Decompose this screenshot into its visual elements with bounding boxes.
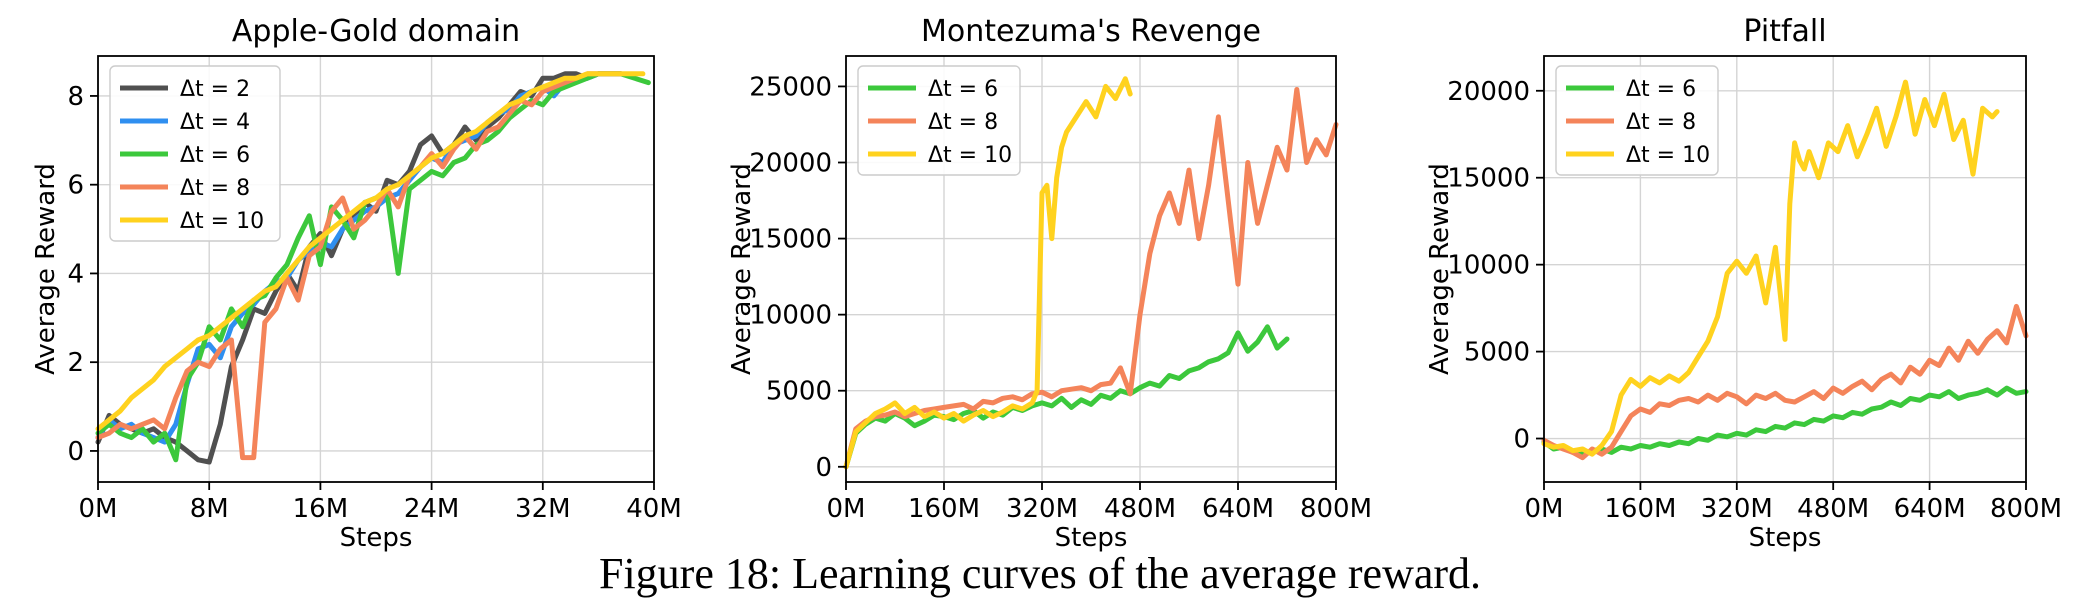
y-tick-label: 15000: [1447, 164, 1530, 194]
y-tick-label: 2: [67, 348, 84, 378]
y-tick-label: 15000: [749, 225, 832, 255]
x-axis-label: Steps: [1749, 523, 1822, 553]
legend-box: [857, 65, 1021, 176]
series-line-1: [1541, 385, 2029, 457]
legend-label: Δt = 10: [1626, 143, 1710, 168]
legend-box: [1555, 65, 1719, 176]
y-axis-label: Average Reward: [1425, 163, 1455, 375]
series-line-3: [843, 76, 1133, 470]
x-tick-label: 320M: [1701, 494, 1773, 524]
x-tick-label: 480M: [1797, 494, 1869, 524]
legend-label: Δt = 10: [928, 143, 1012, 168]
y-axis-label: Average Reward: [31, 163, 61, 375]
y-tick-label: 0: [1513, 425, 1530, 455]
y-tick-label: 20000: [1447, 77, 1530, 107]
x-tick-label: 0M: [827, 494, 866, 524]
y-tick-label: 0: [815, 453, 832, 483]
legend-label: Δt = 6: [1626, 77, 1696, 102]
series-line-2: [843, 87, 1339, 470]
x-tick-label: 480M: [1104, 494, 1176, 524]
chart-title: Apple-Gold domain: [232, 14, 520, 49]
chart-title: Pitfall: [1743, 14, 1826, 49]
plot-frame: [97, 55, 655, 483]
x-tick-label: 160M: [908, 494, 980, 524]
legend: Δt = 2 Δt = 4 Δt = 6 Δt = 8 Δt = 10: [109, 65, 281, 242]
legend: Δt = 6 Δt = 8 Δt = 10: [1555, 65, 1719, 176]
plot-frame: [845, 55, 1337, 483]
series-line-3: [1541, 79, 2000, 457]
legend-label: Δt = 6: [928, 77, 998, 102]
chart-3: 0M 160M 320M 480M 640M 800M 0 5000 10000 15000 200…: [1425, 14, 2062, 553]
y-tick-label: 6: [67, 171, 84, 201]
chart-2: 0M 160M 320M 480M 640M 800M 0 5000 10000 15000 200…: [727, 14, 1372, 553]
legend-label: Δt = 10: [180, 209, 264, 234]
series-line-4: [95, 71, 624, 461]
x-tick-label: 800M: [1990, 494, 2062, 524]
x-tick-label: 0M: [79, 494, 118, 524]
y-tick-label: 25000: [749, 72, 832, 102]
chart-1: 0M 8M 16M 24M 32M 40M 0 2 4 6 8 Apple-Gold domain St…: [31, 14, 682, 553]
series-line-5: [95, 71, 646, 432]
legend-box: [109, 65, 281, 242]
x-tick-label: 40M: [626, 494, 682, 524]
x-tick-label: 0M: [1525, 494, 1564, 524]
x-tick-label: 640M: [1202, 494, 1274, 524]
y-tick-label: 10000: [1447, 251, 1530, 281]
series-line-2: [1541, 303, 2029, 461]
legend-label: Δt = 4: [180, 110, 250, 135]
legend-label: Δt = 2: [180, 77, 250, 102]
x-tick-label: 160M: [1604, 494, 1676, 524]
legend: Δt = 6 Δt = 8 Δt = 10: [857, 65, 1021, 176]
legend-label: Δt = 8: [928, 110, 998, 135]
legend-label: Δt = 8: [1626, 110, 1696, 135]
x-axis-label: Steps: [1055, 523, 1128, 553]
series-line-1: [843, 324, 1290, 470]
figure-caption: Figure 18: Learning curves of the averag…: [598, 549, 1482, 598]
chart-title: Montezuma's Revenge: [921, 14, 1261, 49]
x-tick-label: 32M: [515, 494, 571, 524]
y-tick-label: 8: [67, 82, 84, 112]
x-tick-label: 24M: [404, 494, 460, 524]
legend-label: Δt = 6: [180, 143, 250, 168]
y-tick-label: 20000: [749, 149, 832, 179]
y-tick-label: 5000: [766, 377, 832, 407]
y-tick-label: 0: [67, 437, 84, 467]
plot-frame: [1543, 55, 2027, 483]
x-tick-label: 640M: [1894, 494, 1966, 524]
y-axis-label: Average Reward: [727, 163, 757, 375]
x-tick-label: 320M: [1006, 494, 1078, 524]
y-tick-label: 5000: [1464, 338, 1530, 368]
legend-label: Δt = 8: [180, 176, 250, 201]
x-tick-label: 800M: [1300, 494, 1372, 524]
x-tick-label: 8M: [190, 494, 229, 524]
y-tick-label: 10000: [749, 301, 832, 331]
x-axis-label: Steps: [340, 523, 413, 553]
x-tick-label: 16M: [293, 494, 349, 524]
y-tick-label: 4: [67, 259, 84, 289]
